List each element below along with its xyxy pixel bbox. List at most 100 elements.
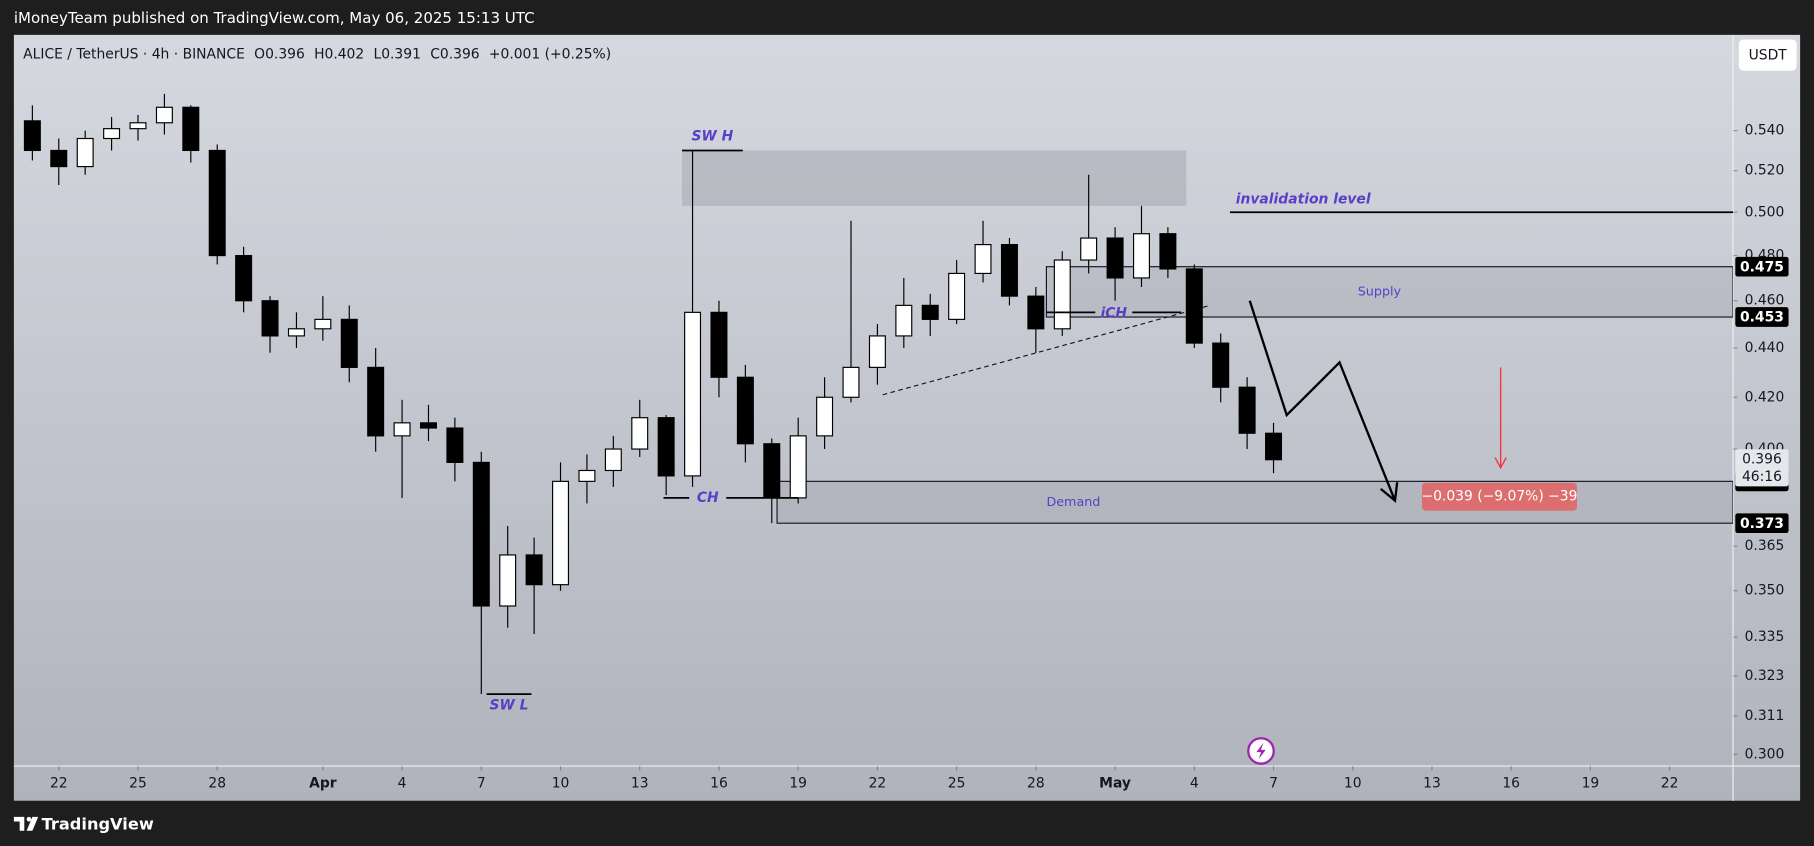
candle-body [1265,432,1283,461]
level-label: iCH [1100,306,1127,322]
logo-part [13,816,25,831]
candle-body [1080,237,1098,261]
candle-body [789,435,807,499]
current-price-box [1735,449,1789,487]
x-tick-label: 4 [1190,775,1199,791]
current-price: 0.396 [1742,452,1782,468]
y-tick-label: 0.420 [1745,389,1785,405]
candle-body [1132,233,1150,279]
candle-body [525,554,543,586]
price-label-box [1735,513,1789,534]
y-tick-label: 0.460 [1745,293,1785,309]
candle-body [1185,268,1203,344]
level-label: CH [697,490,719,506]
x-tick-label: 13 [631,775,649,791]
candle-body [419,422,437,429]
candle-body [367,366,385,437]
ohlc-open: O0.396 [254,47,305,63]
x-tick-label: 7 [477,775,486,791]
flash-bolt[interactable] [1256,742,1266,760]
candle-body [684,311,702,477]
candle-body [710,311,728,378]
candle-body [604,448,622,472]
y-tick-label: 0.300 [1745,746,1785,762]
ohlc-change: +0.001 (+0.25%) [489,47,611,63]
currency-button[interactable] [1738,39,1797,71]
currency[interactable]: USDT [1749,48,1788,64]
y-tick-label: 0.500 [1745,204,1785,220]
candle-body [921,304,939,320]
x-tick-label: Apr [309,775,337,791]
candle-body [1027,295,1045,330]
zone-label: Supply [1358,283,1402,298]
zone [1045,266,1734,318]
x-tick-label: 25 [129,775,147,791]
candle-body [657,417,675,477]
arrow-head [1379,482,1399,503]
candle-body [472,461,490,607]
x-tick-label: 22 [1661,775,1679,791]
level-label: SW L [490,698,529,714]
candle-body [499,554,517,607]
candle-body [182,106,200,152]
candle-body [631,417,649,450]
candle-body [816,396,834,437]
x-tick-label: 19 [789,775,807,791]
publish-header: iMoneyTeam published on TradingView.com,… [14,9,535,27]
candle-body [287,328,305,337]
x-tick-label: 10 [1344,775,1362,791]
x-tick-label: 7 [1269,775,1278,791]
y-tick-label: 0.311 [1745,708,1785,724]
symbol-legend: ALICE / TetherUS · 4h · BINANCE O0.396 H0.… [23,47,611,63]
x-tick-label: 4 [398,775,407,791]
candle-body [340,318,358,368]
x-tick-label: 13 [1423,775,1441,791]
candle-body [868,335,886,368]
y-tick-label: 0.335 [1745,629,1785,645]
measure-label: −0.039 (−9.07%) −39 [1421,489,1577,505]
candle-body [235,255,253,302]
candle-body [763,443,781,499]
tv-logo [13,816,39,831]
candle-body [129,122,147,130]
price-label-box [1735,307,1789,327]
y-tick-label: 0.540 [1745,123,1785,139]
zone [681,150,1187,206]
x-tick-label: 16 [1502,775,1520,791]
zone [776,480,1734,524]
flash-icon[interactable] [1247,737,1275,765]
price-label: 0.475 [1740,259,1784,275]
candle-body [393,422,411,437]
ohlc-high: H0.402 [314,47,364,63]
candle-body [948,272,966,320]
x-tick-label: 16 [710,775,728,791]
candle-body [446,427,464,463]
x-tick-label: 10 [552,775,570,791]
candle-body [314,318,332,330]
projection-path [1248,300,1397,502]
price-label-box [1735,256,1789,277]
candle-body [50,149,68,168]
candle-body [23,120,41,152]
price-label: 0.373 [1740,516,1784,532]
y-tick-label: 0.365 [1745,538,1785,554]
candle-body [895,304,913,337]
ohlc-close: C0.396 [430,47,479,63]
candle-body [842,366,860,398]
y-tick-label: 0.440 [1745,340,1785,356]
level-label: SW H [691,129,733,145]
x-tick-label: 25 [948,775,966,791]
plot: Supply Demand SW H SW L CH iCH invalidation le… [23,93,1734,714]
candle-body [974,244,992,275]
logo-part [26,816,39,831]
candle-body [1159,233,1177,270]
x-tick-label: May [1099,775,1131,791]
x-tick-label: 19 [1582,775,1600,791]
symbol: ALICE / TetherUS · 4h · BINANCE [23,47,245,63]
candle-body [1106,237,1124,279]
price-label: 0.453 [1740,310,1784,326]
candle-body [103,128,121,140]
axes: 0.5400.5200.5000.4800.4600.4400.4200.400… [50,123,1789,791]
candle-body [261,300,279,337]
